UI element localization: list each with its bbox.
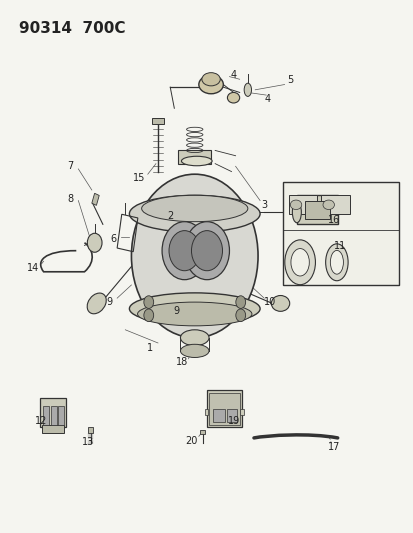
Bar [43,406,49,425]
Circle shape [184,222,229,280]
Text: 15: 15 [133,173,145,183]
Ellipse shape [292,201,301,223]
Bar [117,214,138,252]
Bar [41,425,64,433]
Bar [206,391,241,427]
Bar [240,409,243,415]
Ellipse shape [180,344,209,358]
Bar [282,230,398,285]
Text: 18: 18 [175,358,188,367]
Circle shape [235,296,245,309]
Circle shape [143,309,153,321]
Ellipse shape [180,330,209,345]
Text: 8: 8 [67,194,73,204]
Circle shape [235,309,245,321]
Ellipse shape [141,195,247,222]
Ellipse shape [322,200,334,209]
Text: 7: 7 [67,161,73,171]
Ellipse shape [330,251,343,274]
Ellipse shape [284,240,315,285]
Bar [178,150,211,164]
Bar [204,409,208,415]
Text: 3: 3 [261,200,267,210]
Text: 13: 13 [82,437,95,447]
Text: 90314  700C: 90314 700C [19,21,125,36]
Ellipse shape [271,295,289,311]
Ellipse shape [129,293,259,325]
Bar [209,393,239,425]
Text: 16: 16 [328,215,340,225]
Bar [304,200,329,219]
Circle shape [169,231,199,271]
Ellipse shape [244,83,251,96]
Text: 11: 11 [333,241,345,252]
Ellipse shape [290,200,301,209]
Text: 4: 4 [230,70,236,80]
Bar [58,406,64,425]
Circle shape [87,233,102,252]
Bar [88,427,93,433]
Text: 17: 17 [328,442,340,452]
Text: 4: 4 [264,94,270,104]
Bar [200,430,205,434]
Text: 6: 6 [110,234,116,244]
Text: 20: 20 [185,435,197,446]
Ellipse shape [325,244,347,281]
Text: 14: 14 [27,263,39,272]
Bar [50,406,57,425]
Bar [213,409,225,422]
Text: 9: 9 [106,297,112,308]
Ellipse shape [290,248,309,276]
Bar [92,193,99,205]
Ellipse shape [87,293,106,314]
Ellipse shape [129,195,259,232]
Text: 1: 1 [146,343,152,353]
Text: 19: 19 [228,416,240,426]
Ellipse shape [181,156,211,166]
Circle shape [191,231,222,271]
Bar [282,182,398,285]
Bar [288,195,316,214]
Ellipse shape [198,75,223,94]
Text: 5: 5 [287,75,293,85]
Text: 9: 9 [173,306,179,316]
Bar [320,195,349,214]
Ellipse shape [137,302,252,326]
Bar [152,118,164,124]
Text: 2: 2 [167,212,173,221]
Text: 12: 12 [35,416,47,426]
Circle shape [161,222,206,280]
Circle shape [143,296,153,309]
Ellipse shape [227,92,239,103]
Text: 10: 10 [263,297,276,308]
Bar [226,409,236,422]
Bar [296,195,337,224]
Ellipse shape [202,72,220,86]
Circle shape [131,174,257,338]
Bar [40,398,66,427]
